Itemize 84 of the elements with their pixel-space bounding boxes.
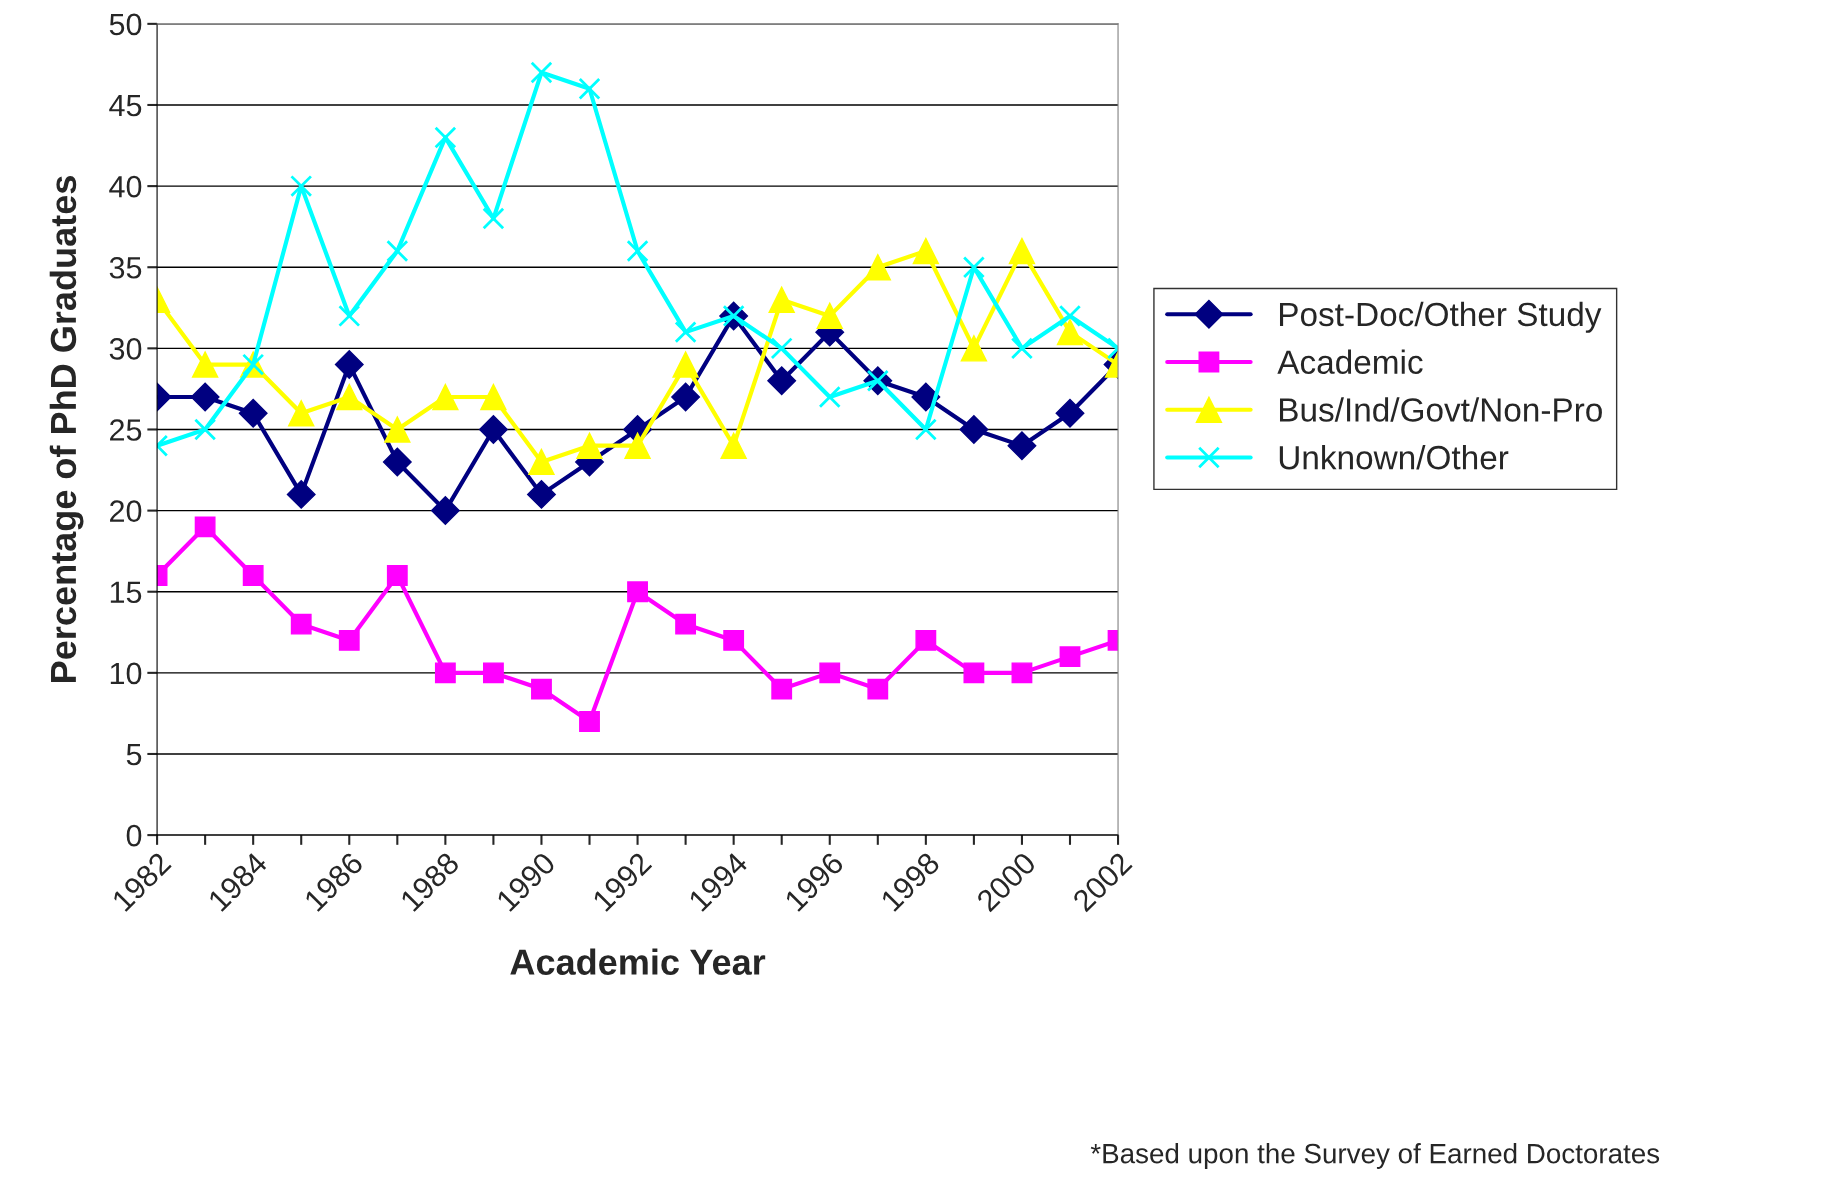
point [238,398,268,428]
point [480,383,507,411]
point [434,662,456,684]
point [819,662,841,684]
point [867,678,889,700]
point [674,321,697,344]
y-tick-label: 45 [109,95,142,117]
point [1007,431,1037,461]
point [386,565,408,586]
point [336,383,363,411]
point [478,415,508,444]
y-tick-label: 30 [109,338,142,360]
point [675,613,697,635]
legend-label: Unknown/Other [1279,444,1509,470]
point [720,432,747,459]
point [1058,304,1082,328]
point [290,175,313,198]
point [962,256,986,279]
point [818,385,841,409]
point [482,207,505,230]
point [338,629,360,651]
point [288,400,315,427]
y-tick-label: 20 [110,500,142,522]
legend-label: Academic [1277,349,1423,374]
point [627,581,648,603]
point [723,629,745,651]
point [578,77,601,100]
point [338,304,361,328]
point [482,662,504,684]
point [576,432,603,459]
text: *Based upon the Survey of Earned Doctorates [1090,1143,1660,1169]
point [434,126,457,149]
point [194,516,216,538]
point [191,351,219,378]
point [242,565,264,586]
point [579,711,600,732]
y-tick-label: 50 [109,13,142,36]
legend-label: Bus/Ind/Govt/Non-Pro [1279,397,1602,422]
point [1008,237,1036,265]
point [768,286,795,313]
point [290,613,312,635]
point [531,678,552,700]
point [528,448,555,476]
point [914,418,937,441]
point [194,418,217,441]
point [432,383,459,411]
point [334,350,364,380]
y-tick-label: 40 [109,175,142,198]
point [286,479,316,509]
point [915,629,937,651]
point [771,678,793,700]
point [527,479,556,509]
point [864,254,891,281]
point [626,239,649,263]
point [190,382,220,412]
point [770,337,793,360]
y-tick-label: 15 [110,581,142,604]
y-tick-label: 5 [126,744,142,766]
point [959,415,989,444]
point [767,366,797,396]
point [382,447,412,477]
y-axis-title: Percentage of PhD Graduates [49,176,84,682]
y-tick-label: 0 [126,824,142,847]
point [624,432,651,459]
y-tick-label: 35 [109,256,142,279]
point [671,382,701,412]
y-tick-label: 10 [110,662,142,685]
point [672,351,699,378]
point [1056,318,1084,346]
y-tick-label: 25 [110,419,142,441]
point [530,61,553,84]
point [912,237,940,265]
point [960,335,988,362]
point [384,416,411,443]
point [386,239,409,263]
point [1011,662,1033,684]
point [963,662,985,684]
x-axis-title: Academic Year [510,948,766,975]
point [1059,646,1081,668]
legend-label: Post-Doc/Other Study [1279,301,1602,333]
point [1055,398,1085,428]
point [816,302,843,330]
point [430,496,460,526]
point [1010,337,1034,360]
